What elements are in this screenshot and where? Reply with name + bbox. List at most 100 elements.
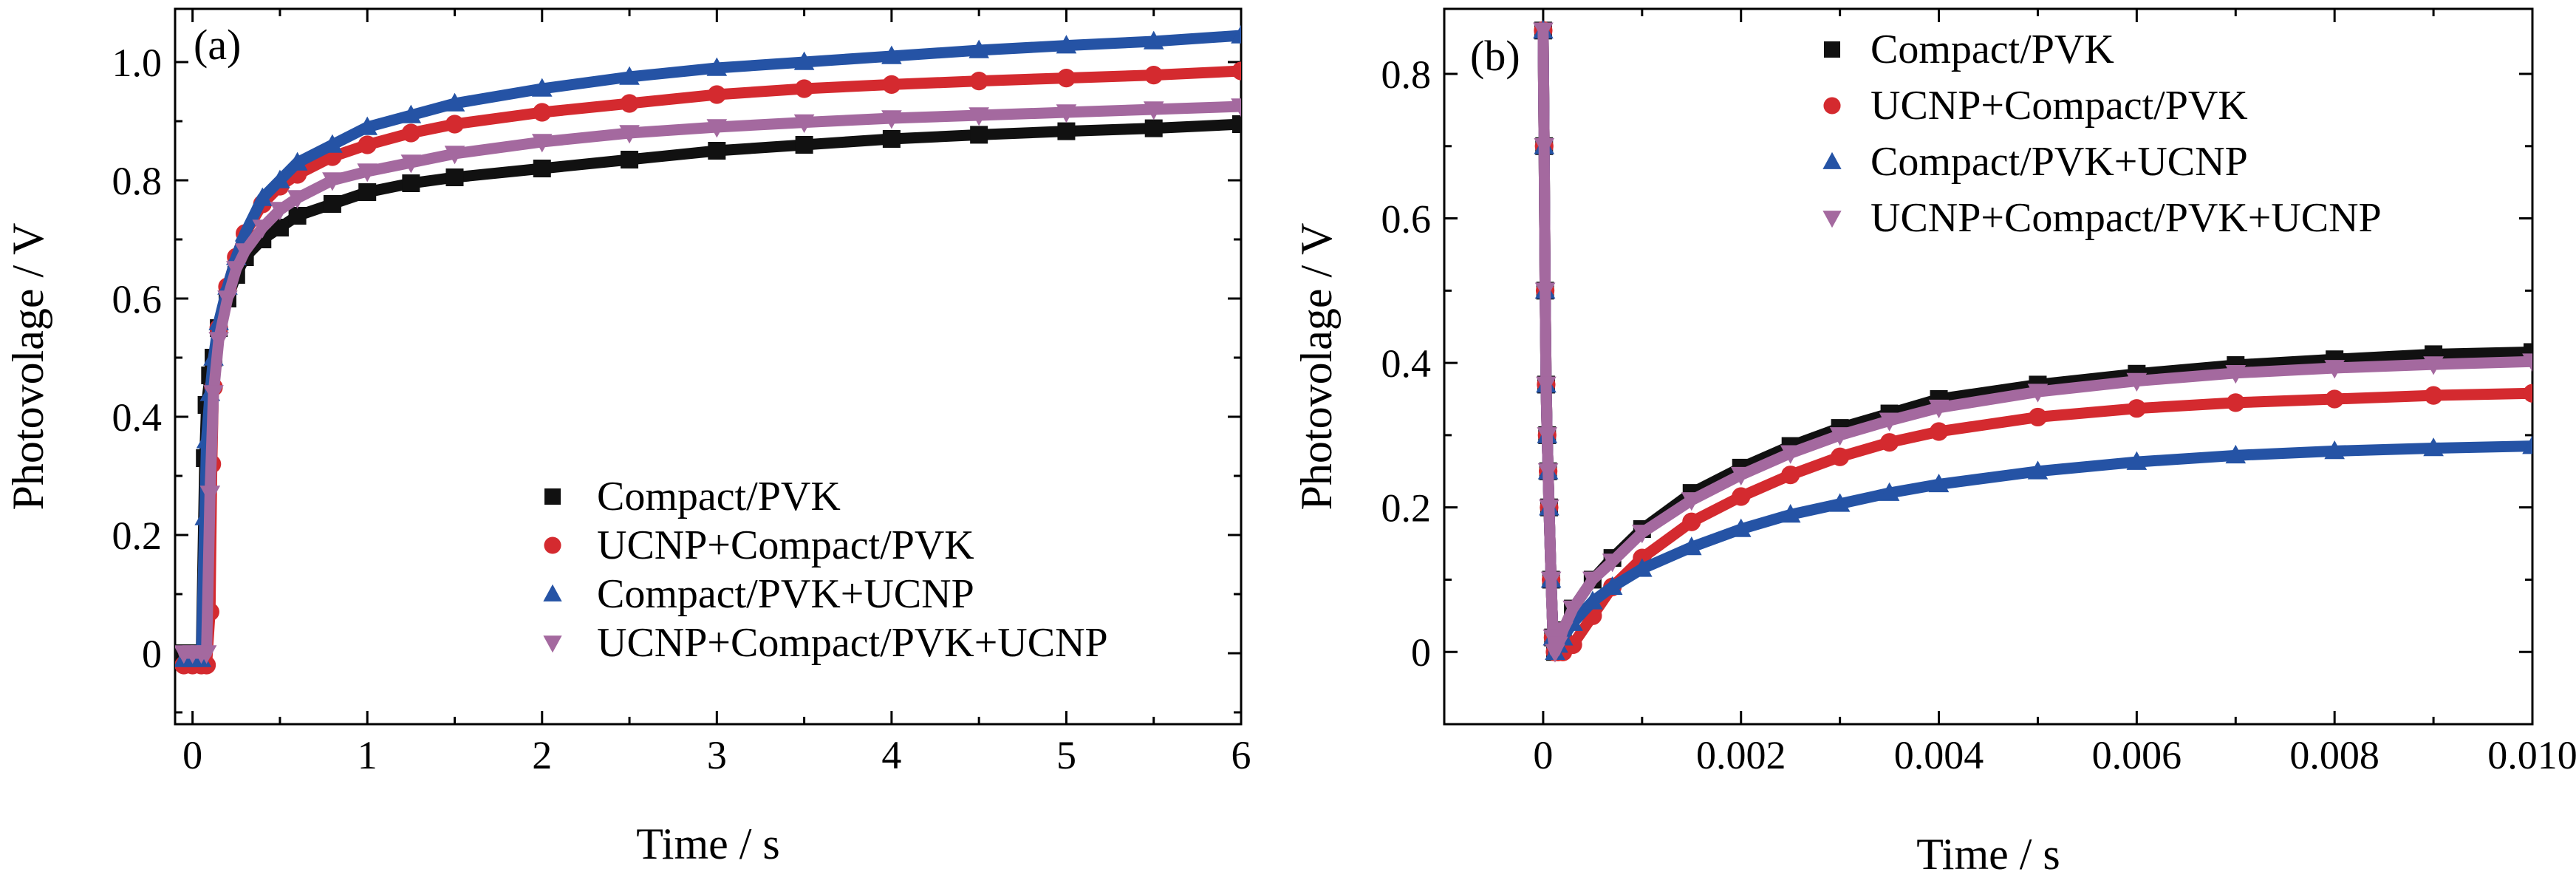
legend-marker bbox=[1822, 151, 1842, 169]
x-tick-label: 4 bbox=[881, 733, 901, 777]
data-point bbox=[1536, 376, 1557, 395]
data-point bbox=[1602, 553, 1623, 573]
data-point bbox=[287, 190, 308, 209]
panel-a: 0 1 2 3 4 5 6 0 0.2 0.4 0.6 0.8 1.0 Time / s Photovola… bbox=[4, 7, 1251, 868]
data-point bbox=[970, 126, 988, 144]
y-tick-label: 0.4 bbox=[1381, 341, 1432, 386]
data-point bbox=[199, 485, 221, 505]
data-point bbox=[1879, 433, 1899, 452]
data-point bbox=[531, 78, 553, 97]
x-tick-label: 6 bbox=[1231, 733, 1251, 777]
data-point bbox=[795, 79, 814, 98]
x-tick-label: 5 bbox=[1056, 733, 1076, 777]
data-point bbox=[270, 202, 290, 221]
data-point bbox=[1929, 422, 1949, 441]
data-point bbox=[444, 92, 465, 112]
data-point bbox=[1879, 482, 1900, 501]
data-point bbox=[2522, 353, 2532, 372]
data-point bbox=[1781, 466, 1800, 485]
data-point bbox=[217, 290, 238, 310]
legend-marker bbox=[1824, 41, 1840, 58]
data-point bbox=[358, 135, 377, 154]
data-point bbox=[881, 45, 902, 64]
data-point bbox=[2522, 435, 2532, 454]
data-point bbox=[531, 134, 553, 153]
legend-marker bbox=[543, 584, 562, 602]
data-point bbox=[1730, 518, 1752, 537]
y-tick-label: 0.4 bbox=[112, 395, 163, 440]
y-tick-label: 0.2 bbox=[112, 514, 163, 558]
data-point bbox=[881, 110, 902, 129]
data-point bbox=[357, 116, 378, 135]
data-point bbox=[2523, 384, 2532, 403]
data-point bbox=[401, 123, 420, 143]
x-tick-label: 0.004 bbox=[1894, 733, 1984, 777]
data-point bbox=[621, 151, 639, 168]
data-point bbox=[252, 219, 273, 239]
legend-marker bbox=[544, 488, 561, 505]
data-point bbox=[252, 187, 273, 206]
legend-label: Compact/PVK bbox=[597, 474, 841, 519]
y-tick-label: 0.2 bbox=[1381, 486, 1432, 531]
legend-label: UCNP+Compact/PVK bbox=[1870, 83, 2248, 129]
data-point bbox=[1144, 66, 1164, 85]
data-point bbox=[1681, 536, 1702, 556]
legend-label: Compact/PVK+UCNP bbox=[1870, 139, 2248, 185]
data-point bbox=[2126, 451, 2148, 470]
data-point bbox=[533, 160, 551, 177]
data-point bbox=[1682, 512, 1701, 531]
data-point bbox=[322, 172, 343, 191]
data-point bbox=[619, 66, 640, 85]
data-point bbox=[2324, 360, 2345, 379]
legend-label: UCNP+Compact/PVK+UCNP bbox=[1870, 195, 2382, 241]
series-3 bbox=[1533, 22, 2532, 663]
data-point bbox=[1232, 115, 1241, 133]
data-point bbox=[620, 94, 639, 113]
data-point bbox=[882, 75, 901, 94]
data-point bbox=[1056, 35, 1077, 54]
legend-marker bbox=[1823, 97, 1841, 115]
data-point bbox=[2028, 407, 2048, 427]
data-point bbox=[707, 85, 726, 104]
data-point bbox=[1602, 576, 1623, 596]
series-band bbox=[1537, 24, 2532, 658]
data-point bbox=[1632, 525, 1653, 544]
y-tick-label: 0 bbox=[142, 632, 162, 676]
data-point bbox=[358, 183, 377, 201]
data-point bbox=[1056, 69, 1076, 88]
data-point bbox=[795, 136, 813, 154]
data-point bbox=[208, 332, 229, 351]
data-point bbox=[1548, 636, 1568, 655]
data-point bbox=[196, 645, 217, 664]
legend-marker bbox=[544, 536, 561, 554]
data-point bbox=[1928, 473, 1950, 493]
data-point bbox=[706, 57, 728, 76]
panel-b: 0 0.002 0.004 0.006 0.008 0.010 0 0.2 0.4 0.6 0.8 T… bbox=[1292, 7, 2576, 879]
y-tick-label: 0.8 bbox=[1381, 52, 1432, 97]
data-point bbox=[1780, 504, 1801, 523]
x-tick-label: 0.008 bbox=[2289, 733, 2379, 777]
data-point bbox=[1533, 22, 1554, 41]
y-tick-label: 0.6 bbox=[112, 277, 163, 321]
series-band bbox=[178, 100, 1241, 659]
data-point bbox=[1056, 104, 1077, 123]
data-point bbox=[1537, 463, 1559, 483]
data-point bbox=[444, 146, 465, 165]
data-point bbox=[2226, 393, 2245, 412]
data-point bbox=[1231, 24, 1241, 44]
data-point bbox=[2324, 440, 2345, 460]
data-point bbox=[1143, 30, 1164, 50]
data-point bbox=[287, 151, 308, 171]
plot-frame bbox=[174, 7, 1243, 726]
data-point bbox=[1537, 427, 1558, 446]
data-point bbox=[619, 125, 640, 144]
x-tick-label: 0 bbox=[182, 733, 202, 777]
y-tick-label: 0.8 bbox=[112, 159, 163, 203]
data-point bbox=[2325, 389, 2344, 409]
y-tick-label: 0 bbox=[1411, 630, 1431, 675]
y-axis-title: Photovolage / V bbox=[4, 223, 52, 511]
legend: Compact/PVK UCNP+Compact/PVK Compact/PVK+U… bbox=[1822, 27, 2382, 241]
data-point bbox=[1143, 101, 1164, 120]
data-point bbox=[2127, 399, 2146, 418]
